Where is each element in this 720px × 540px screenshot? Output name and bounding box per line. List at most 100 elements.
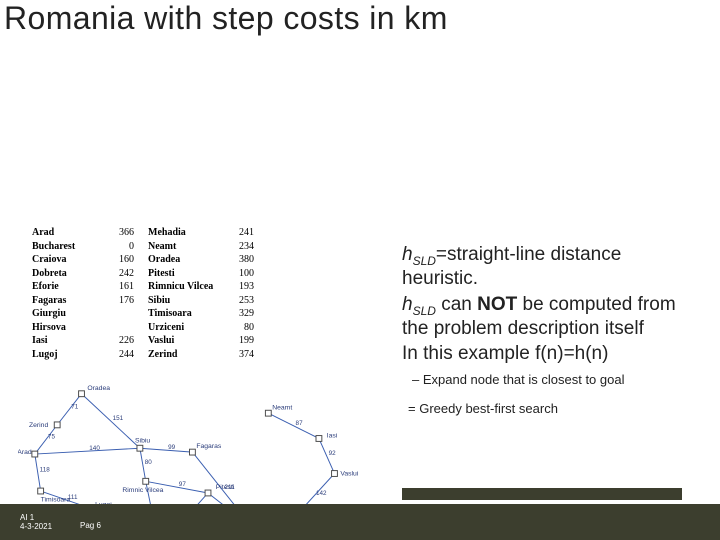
map-node [54, 422, 60, 428]
city-name: Timisoara [134, 307, 224, 321]
sld-value [102, 307, 134, 321]
table-row: Iasi226Vaslui199 [32, 334, 254, 348]
bullet-2: hSLD can NOT be computed from the proble… [402, 294, 702, 340]
not-bold: NOT [477, 294, 517, 315]
footer-left: AI 1 4-3-2021 [20, 513, 52, 532]
map-node [137, 445, 143, 451]
node-label: Iasi [327, 433, 338, 440]
city-name: Urziceni [134, 321, 224, 335]
sld-value: 80 [224, 321, 254, 335]
city-name: Rimnicu Vilcea [134, 280, 224, 294]
sld-value: 241 [224, 226, 254, 240]
h-var: h [402, 244, 413, 265]
edge-weight: 151 [113, 415, 124, 422]
map-edge [268, 413, 319, 438]
node-label: Sibiu [135, 437, 150, 444]
explanation-text: hSLD=straight-line distance heuristic. h… [402, 244, 702, 416]
city-name: Oradea [134, 253, 224, 267]
edge-weight: 71 [71, 403, 79, 410]
bullet-2a: can [436, 294, 477, 315]
map-node [79, 391, 85, 397]
edge-weight: 92 [329, 450, 337, 457]
edge-weight: 75 [48, 433, 56, 440]
map-edge [82, 394, 140, 448]
table-row: Eforie161Rimnicu Vilcea193 [32, 280, 254, 294]
sld-value: 199 [224, 334, 254, 348]
edge-weight: 142 [316, 490, 327, 497]
node-label: Neamt [272, 404, 292, 411]
node-label: Timisoara [41, 497, 71, 504]
bullet-3: In this example f(n)=h(n) [402, 343, 702, 364]
edge-weight: 118 [40, 467, 51, 474]
heuristic-table: Arad366Mehadia241Bucharest0Neamt234Craio… [32, 226, 254, 361]
footer-stripe [0, 504, 720, 540]
sld-value: 366 [102, 226, 134, 240]
footer-date: 4-3-2021 [20, 522, 52, 532]
sld-sub: SLD [413, 303, 436, 317]
city-name: Craiova [32, 253, 102, 267]
sld-value: 176 [102, 294, 134, 308]
map-node [143, 478, 149, 484]
node-label: Arad [18, 449, 32, 456]
map-node [205, 490, 211, 496]
edge-weight: 87 [296, 420, 304, 427]
table-row: Lugoj244Zerind374 [32, 348, 254, 362]
city-name: Bucharest [32, 240, 102, 254]
sld-value: 242 [102, 267, 134, 281]
sld-value: 226 [102, 334, 134, 348]
edge-weight: 140 [89, 445, 100, 452]
sld-value: 100 [224, 267, 254, 281]
city-name: Fagaras [32, 294, 102, 308]
map-node [32, 451, 38, 457]
table-row: GiurgiuTimisoara329 [32, 307, 254, 321]
node-label: Rimnic Vilcea [122, 487, 163, 494]
map-node [265, 410, 271, 416]
sld-value: 160 [102, 253, 134, 267]
sld-value: 253 [224, 294, 254, 308]
title-stripe [0, 42, 720, 90]
h-var: h [402, 294, 413, 315]
map-node [190, 449, 196, 455]
node-label: Oradea [87, 385, 110, 392]
footer-page: Pag 6 [80, 521, 101, 530]
city-name: Neamt [134, 240, 224, 254]
table-row: Fagaras176Sibiu253 [32, 294, 254, 308]
sld-value: 193 [224, 280, 254, 294]
table-row: HirsovaUrziceni80 [32, 321, 254, 335]
map-edge [35, 448, 140, 454]
city-name: Sibiu [134, 294, 224, 308]
sld-value: 161 [102, 280, 134, 294]
city-name: Vaslui [134, 334, 224, 348]
city-name: Zerind [134, 348, 224, 362]
city-name: Pitesti [134, 267, 224, 281]
table-row: Bucharest0Neamt234 [32, 240, 254, 254]
city-name: Arad [32, 226, 102, 240]
sld-value: 244 [102, 348, 134, 362]
city-name: Lugoj [32, 348, 102, 362]
sld-value [102, 321, 134, 335]
table-row: Dobreta242Pitesti100 [32, 267, 254, 281]
sld-value: 374 [224, 348, 254, 362]
sld-value: 380 [224, 253, 254, 267]
city-name: Mehadia [134, 226, 224, 240]
sub-bullet-1-text: Expand node that is closest to goal [419, 372, 624, 387]
sld-value: 329 [224, 307, 254, 321]
node-label: Zerind [29, 422, 48, 429]
bullet-1: hSLD=straight-line distance heuristic. [402, 244, 702, 290]
sub-bullet-2: = Greedy best-first search [402, 401, 702, 416]
city-name: Dobreta [32, 267, 102, 281]
map-node [316, 436, 322, 442]
title-bar: Romania with step costs in km [0, 0, 720, 96]
sld-value: 0 [102, 240, 134, 254]
slide-title: Romania with step costs in km [4, 0, 448, 37]
node-label: Pitesti [216, 484, 235, 491]
edge-weight: 99 [168, 444, 176, 451]
map-edge [140, 448, 193, 452]
node-label: Vaslui [340, 470, 358, 477]
city-name: Eforie [32, 280, 102, 294]
edge-weight: 97 [179, 481, 187, 488]
footer-accent [402, 488, 682, 500]
sub-bullet-1: – Expand node that is closest to goal [402, 372, 702, 387]
city-name: Iasi [32, 334, 102, 348]
table-row: Arad366Mehadia241 [32, 226, 254, 240]
